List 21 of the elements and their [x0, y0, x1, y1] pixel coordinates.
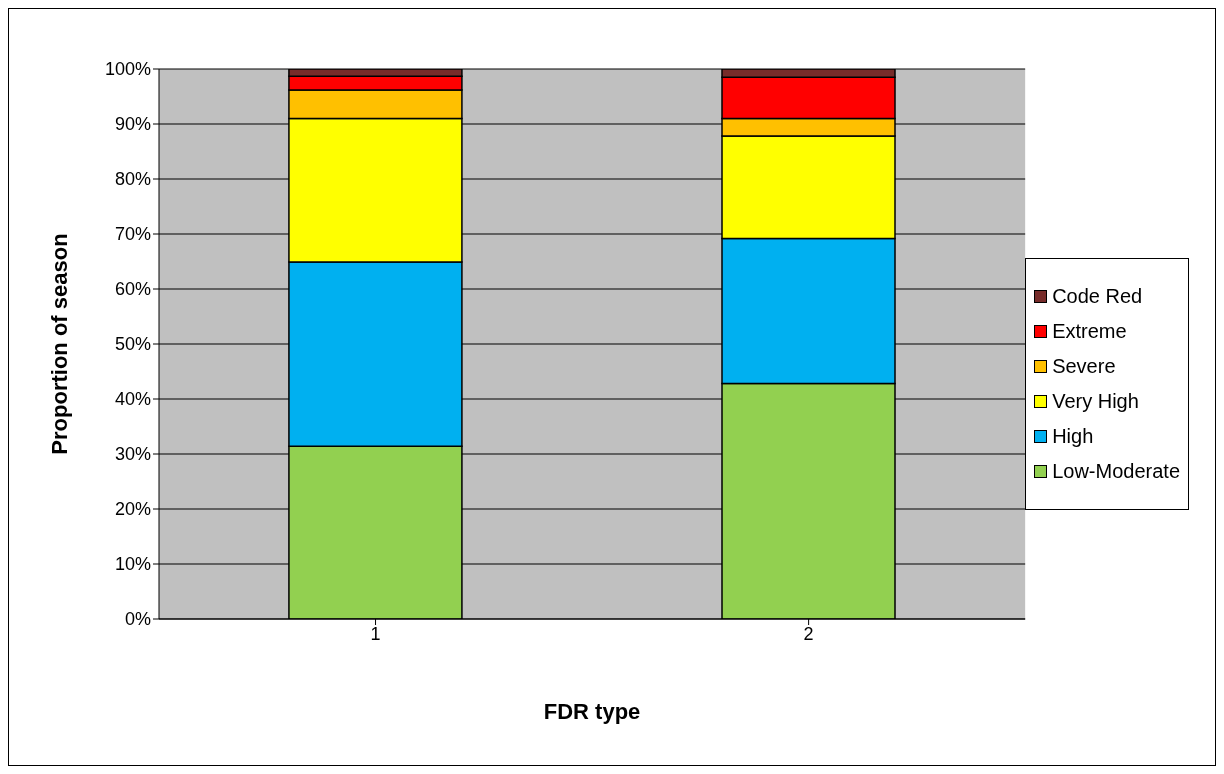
y-tick-label: 20%	[114, 499, 151, 520]
legend-label: Severe	[1052, 355, 1116, 378]
y-tick-label: 40%	[114, 389, 151, 410]
y-tick-label: 0%	[124, 609, 151, 630]
y-tick-label: 70%	[114, 224, 151, 245]
x-axis-title: FDR type	[543, 699, 641, 724]
y-axis-title: Proportion of season	[46, 233, 72, 455]
legend-label: High	[1052, 425, 1094, 448]
legend-label: Extreme	[1052, 320, 1127, 343]
y-tick-label: 30%	[114, 444, 151, 465]
legend-label: Code Red	[1052, 285, 1143, 308]
legend-label: Very High	[1052, 390, 1139, 413]
legend-label: Low-Moderate	[1052, 460, 1180, 483]
x-tick-label: 2	[803, 623, 814, 644]
x-tick-label: 1	[370, 623, 381, 644]
y-tick-label: 90%	[114, 114, 151, 135]
y-tick-label: 10%	[114, 554, 151, 575]
y-tick-label: 60%	[114, 279, 151, 300]
y-tick-label: 100%	[104, 59, 151, 80]
y-tick-label: 50%	[114, 334, 151, 355]
y-tick-label: 80%	[114, 169, 151, 190]
